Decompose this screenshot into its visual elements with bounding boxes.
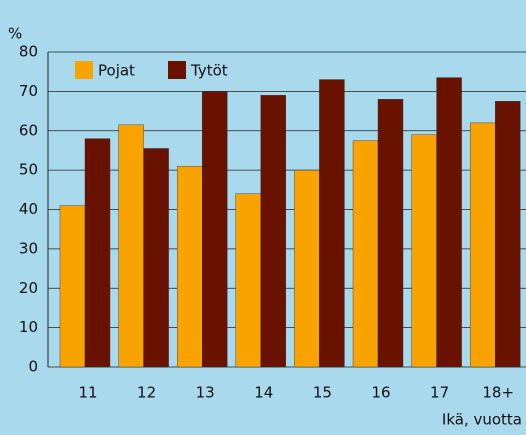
x-axis-label: Ikä, vuotta [442,411,522,429]
x-tick-label: 15 [313,384,332,402]
y-tick-label: 0 [28,358,38,376]
y-tick-label: 20 [19,279,38,297]
y-tick-label: 80 [19,43,38,61]
bar [201,91,228,368]
bar [143,148,169,368]
bar [235,193,262,368]
y-tick-label: 70 [19,82,38,100]
bar [470,122,496,368]
legend-swatch [75,61,93,79]
bar [411,134,437,368]
legend-label: Tytöt [190,62,228,80]
legend-swatch [168,61,186,79]
bar [176,165,203,368]
bar [260,95,286,368]
bar [436,77,462,368]
legend-label: Pojat [98,62,135,80]
x-tick-label: 18+ [482,384,514,402]
y-tick-label: 30 [19,239,38,257]
bar [319,79,345,368]
x-tick-label: 11 [78,384,97,402]
x-tick-label: 16 [371,384,390,402]
bar [118,124,144,368]
y-tick-label: 10 [19,318,38,336]
bar [59,205,86,368]
x-tick-label: 13 [196,384,215,402]
x-tick-label: 12 [137,384,156,402]
y-unit: % [8,25,22,43]
x-tick-label: 14 [254,384,273,402]
x-tick-label: 17 [430,384,449,402]
y-tick-label: 40 [19,200,38,218]
bar [495,101,521,368]
y-tick-label: 60 [19,121,38,139]
bar [84,138,111,368]
bar [294,169,320,368]
bar [377,99,404,368]
y-tick-label: 50 [19,161,38,179]
bar [352,140,379,368]
